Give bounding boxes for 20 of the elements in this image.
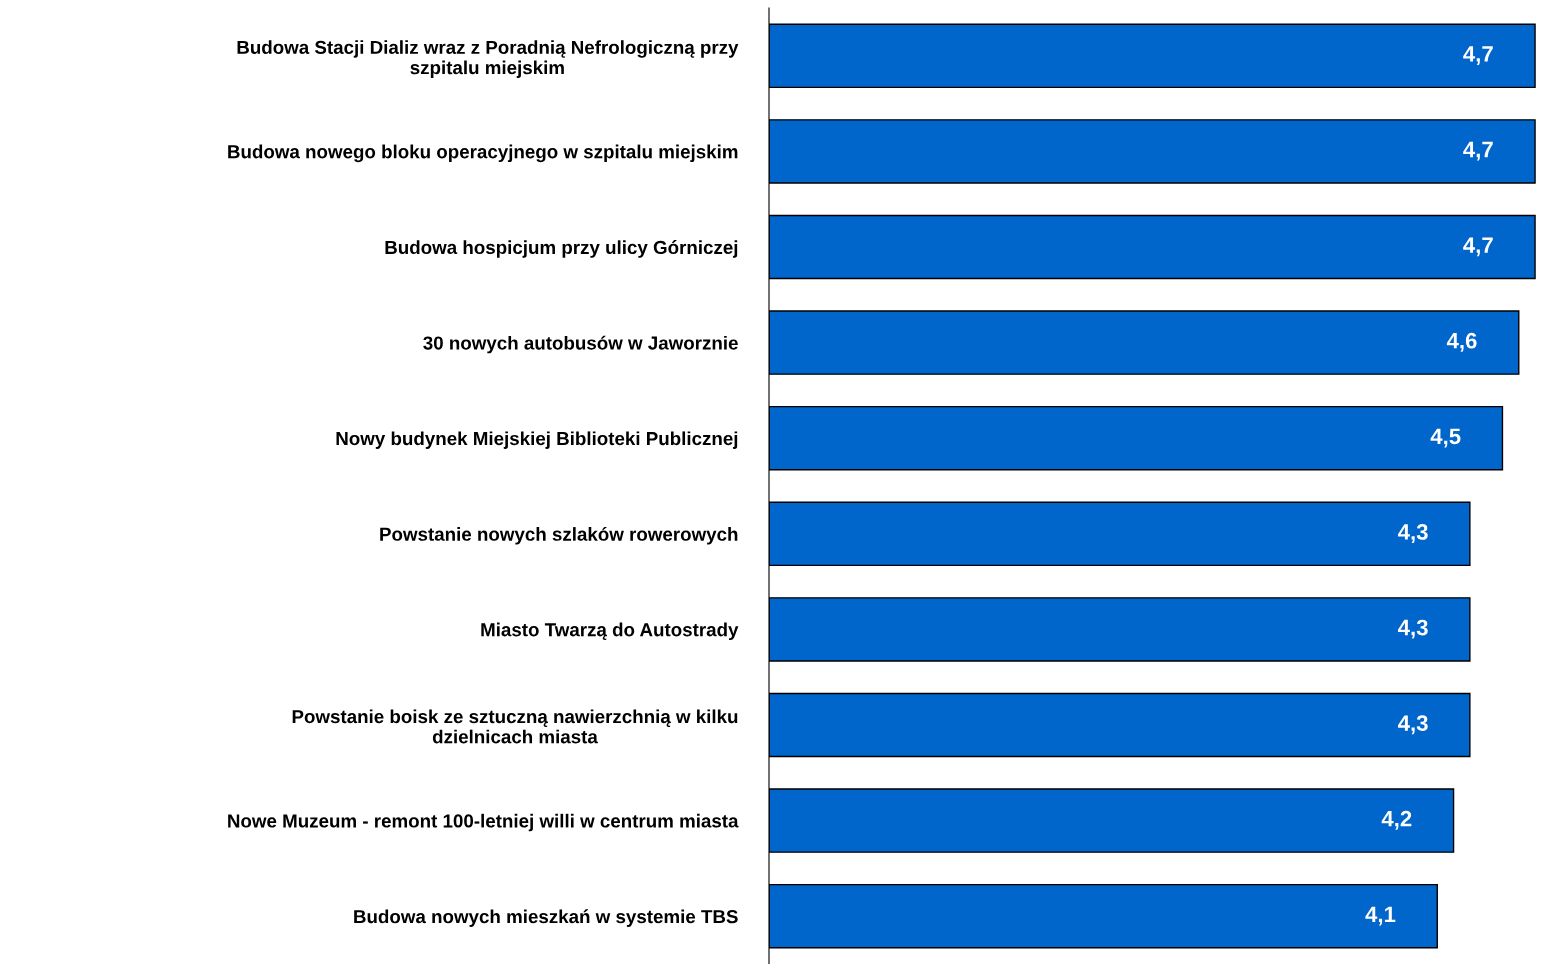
data-label: 4,7: [1463, 46, 1493, 65]
y-tick-label: Nowe Muzeum - remont 100-letniej willi w centrum miasta: [228, 813, 739, 832]
data-label: 4,3: [1397, 619, 1428, 639]
y-tick-label: Powstanie boisk ze sztuczną nawierzchnią w kilku dzielnicach miasta: [292, 709, 738, 744]
data-label: 4,3: [1397, 524, 1428, 543]
data-label: 4,7: [1463, 237, 1493, 257]
y-tick-label: Nowy budynek Miejskiej Biblioteki Publicznej: [336, 431, 738, 449]
y-tick-label: Miasto Twarzą do Autostrady: [481, 622, 739, 641]
y-tick-label: Budowa Stacji Dializ wraz z Poradnią Nefrologiczną przy szpitalu miejskim: [237, 40, 739, 78]
y-tick-label: Budowa hospicjum przy ulicy Górniczej: [385, 240, 738, 258]
y-tick-label: Powstanie nowych szlaków rowerowych: [380, 526, 738, 545]
data-label: 4,7: [1463, 141, 1493, 161]
data-label: 4,6: [1446, 332, 1477, 352]
data-label: 4,1: [1365, 906, 1396, 926]
y-tick-label: 30 nowych autobusów w Jaworznie: [423, 335, 738, 354]
y-tick-label: Budowa nowych mieszkań w systemie TBS: [354, 909, 738, 927]
data-label: 4,5: [1430, 428, 1461, 448]
data-label: 4,2: [1381, 810, 1412, 830]
data-label: 4,3: [1397, 715, 1428, 735]
y-tick-label: Budowa nowego bloku operacyjnego w szpitalu miejskim: [228, 144, 738, 163]
